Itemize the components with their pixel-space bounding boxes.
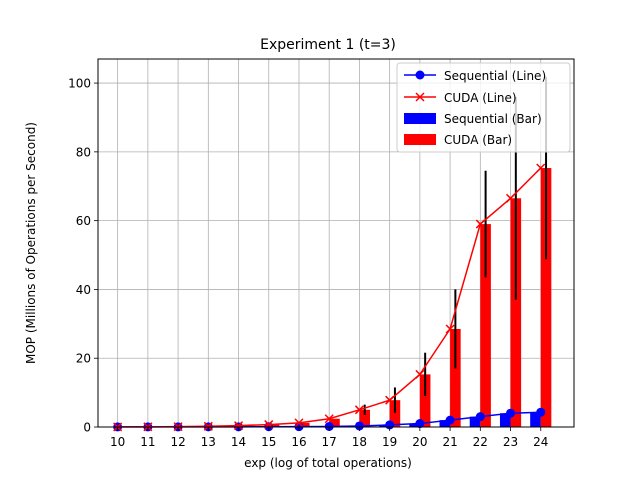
cuda-point <box>536 163 546 173</box>
legend-item-cuda-bar: CUDA (Bar) <box>404 133 512 147</box>
y-tick-label: 80 <box>76 145 91 159</box>
y-tick-label: 20 <box>76 352 91 366</box>
cuda-point <box>475 219 485 229</box>
x-tick-label: 19 <box>382 435 397 449</box>
sequential-bar <box>530 412 541 427</box>
cuda-bar <box>510 198 522 427</box>
y-tick-label: 0 <box>83 421 91 435</box>
cuda-point <box>354 405 364 415</box>
x-tick-label: 14 <box>231 435 246 449</box>
y-tick-label: 60 <box>76 214 91 228</box>
cuda-bar <box>389 400 401 427</box>
cuda-bar <box>329 418 340 427</box>
cuda-point <box>203 421 213 431</box>
x-axis-ticks: 10 11 12 13 14 15 16 17 18 19 20 21 22 23 24 <box>110 427 548 449</box>
x-tick-label: 18 <box>352 435 367 449</box>
legend-label-cuda-bar: CUDA (Bar) <box>444 133 512 147</box>
y-tick-label: 40 <box>76 283 91 297</box>
sequential-point <box>445 415 455 425</box>
legend-label-cuda-line: CUDA (Line) <box>444 91 517 105</box>
x-tick-label: 23 <box>503 435 518 449</box>
x-tick-label: 11 <box>140 435 155 449</box>
cuda-point <box>294 418 304 428</box>
sequential-bar <box>379 424 390 427</box>
sequential-point <box>475 412 485 422</box>
sequential-point <box>536 407 546 417</box>
cuda-point <box>385 395 395 405</box>
cuda-bar <box>450 328 461 427</box>
x-tick-label: 16 <box>291 435 306 449</box>
sequential-point <box>354 421 364 431</box>
cuda-point <box>445 324 455 334</box>
cuda-bar <box>419 374 431 427</box>
cuda-bar <box>480 224 491 427</box>
legend: Sequential (Line) CUDA (Line) Sequential… <box>396 62 571 153</box>
legend-label-sequential-bar: Sequential (Bar) <box>444 112 542 126</box>
cuda-bar <box>540 168 552 427</box>
x-tick-label: 24 <box>533 435 548 449</box>
x-axis-label: exp (log of total operations) <box>244 456 412 470</box>
sequential-bar <box>439 420 451 427</box>
x-tick-label: 12 <box>170 435 185 449</box>
sequential-bar <box>499 413 511 427</box>
y-axis-label: MOP (Millions of Operations per Second) <box>24 122 38 364</box>
legend-label-sequential-line: Sequential (Line) <box>444 69 546 83</box>
x-tick-label: 17 <box>322 435 337 449</box>
legend-item-cuda-line: CUDA (Line) <box>404 91 517 105</box>
sequential-point <box>324 421 334 431</box>
cuda-point <box>415 369 425 379</box>
sequential-bar <box>409 423 420 427</box>
chart-title: Experiment 1 (t=3) <box>260 37 396 53</box>
cuda-point <box>234 421 244 431</box>
legend-item-sequential-line: Sequential (Line) <box>404 69 546 83</box>
cuda-bar <box>359 409 370 427</box>
x-tick-label: 22 <box>473 435 488 449</box>
sequential-point <box>506 408 516 418</box>
cuda-point <box>324 414 334 424</box>
y-axis-ticks: 0 20 40 60 80 100 <box>68 77 98 435</box>
x-tick-label: 13 <box>201 435 216 449</box>
x-tick-label: 15 <box>261 435 276 449</box>
cuda-bar <box>268 424 280 427</box>
sequential-point <box>415 419 425 429</box>
x-tick-label: 21 <box>442 435 457 449</box>
x-tick-label: 10 <box>110 435 125 449</box>
y-tick-label: 100 <box>68 77 91 91</box>
plot-area-frame <box>97 58 575 428</box>
legend-item-sequential-bar: Sequential (Bar) <box>404 112 542 126</box>
cuda-point <box>506 193 516 203</box>
sequential-bar <box>469 416 481 427</box>
cuda-bar <box>298 422 310 427</box>
x-tick-label: 20 <box>412 435 427 449</box>
